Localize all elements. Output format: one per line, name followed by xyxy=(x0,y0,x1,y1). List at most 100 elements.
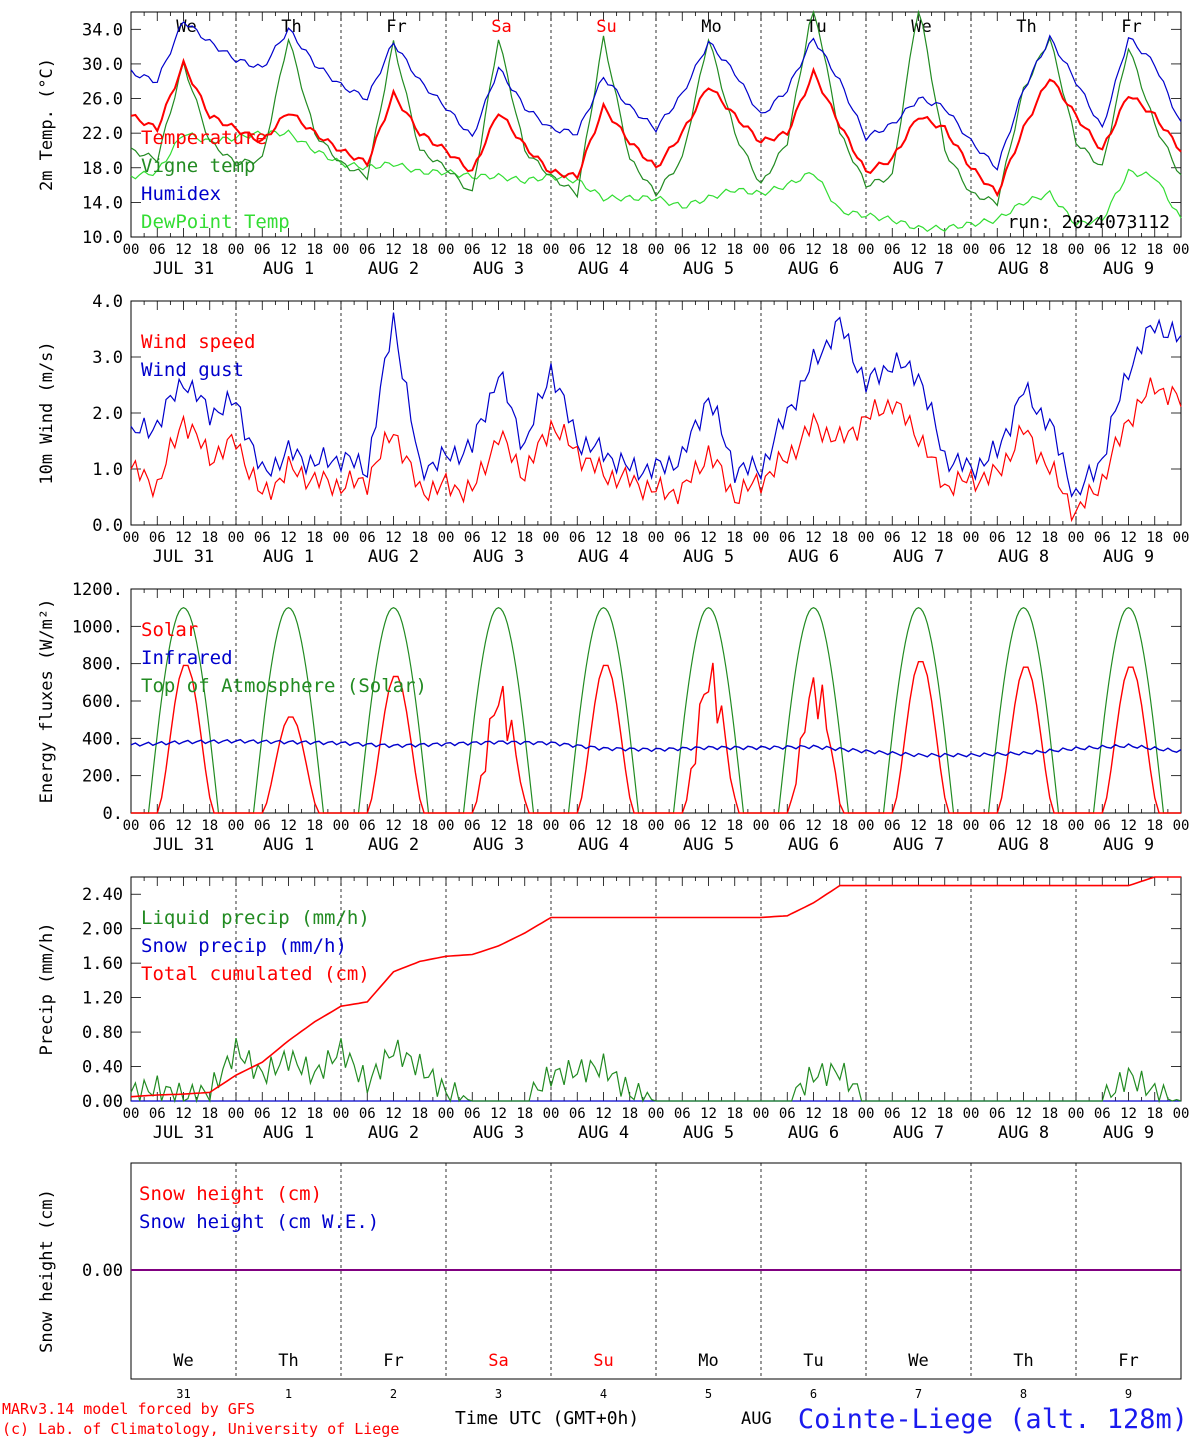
hour-label: 00 xyxy=(438,818,455,834)
day-name: We xyxy=(908,1351,928,1371)
hour-label: 00 xyxy=(648,530,665,546)
hour-label: 18 xyxy=(726,242,743,258)
hour-label: 18 xyxy=(1041,242,1058,258)
hour-label: 18 xyxy=(726,530,743,546)
hour-label: 06 xyxy=(464,530,481,546)
hour-label: 18 xyxy=(621,818,638,834)
hour-label: 00 xyxy=(228,818,245,834)
hour-label: 00 xyxy=(648,242,665,258)
y-tick-label: 400. xyxy=(82,729,123,749)
hour-label: 06 xyxy=(989,530,1006,546)
y-tick-label: 200. xyxy=(82,767,123,787)
y-tick-label: 22.0 xyxy=(82,124,123,144)
series-line-wind-gust xyxy=(130,312,1182,498)
hour-label: 12 xyxy=(805,818,822,834)
y-tick-label: 4.0 xyxy=(92,292,123,312)
y-tick-label: 3.0 xyxy=(92,348,123,368)
hour-label: 06 xyxy=(674,818,691,834)
day-label: AUG 1 xyxy=(263,259,314,279)
y-tick-label: 800. xyxy=(82,655,123,675)
day-label: AUG 8 xyxy=(998,1123,1049,1143)
hour-label: 00 xyxy=(228,242,245,258)
hour-label: 00 xyxy=(753,1106,770,1122)
day-label: AUG 6 xyxy=(788,547,839,567)
hour-label: 18 xyxy=(201,1106,218,1122)
hour-label: 12 xyxy=(805,530,822,546)
hour-label: 12 xyxy=(700,530,717,546)
hour-label: 12 xyxy=(280,1106,297,1122)
hour-label: 06 xyxy=(674,1106,691,1122)
hour-label: 00 xyxy=(1173,1106,1190,1122)
panel-2-frame xyxy=(130,588,1182,814)
day-name: Mo xyxy=(698,1351,718,1371)
hour-label: 18 xyxy=(201,242,218,258)
day-label: JUL 31 xyxy=(153,547,214,567)
day-name: Tu xyxy=(803,1351,823,1371)
day-label: AUG 7 xyxy=(893,1123,944,1143)
hour-label: 00 xyxy=(1173,242,1190,258)
day-label: AUG 9 xyxy=(1103,547,1154,567)
hour-label: 12 xyxy=(280,818,297,834)
day-label: AUG 2 xyxy=(368,835,419,855)
hour-label: 18 xyxy=(831,1106,848,1122)
hour-label: 06 xyxy=(149,530,166,546)
hour-label: 18 xyxy=(936,1106,953,1122)
hour-label: 06 xyxy=(884,1106,901,1122)
legend-entry: Vigne temp xyxy=(141,155,255,177)
hour-label: 00 xyxy=(858,530,875,546)
legend-entry: Snow precip (mm/h) xyxy=(141,935,347,957)
hour-label: 18 xyxy=(411,242,428,258)
hour-label: 18 xyxy=(411,818,428,834)
hour-label: 12 xyxy=(175,818,192,834)
hour-label: 00 xyxy=(753,530,770,546)
hour-label: 06 xyxy=(464,242,481,258)
hour-label: 00 xyxy=(543,818,560,834)
hour-label: 12 xyxy=(910,530,927,546)
date-number: 31 xyxy=(176,1387,190,1401)
hour-label: 18 xyxy=(306,818,323,834)
hour-label: 12 xyxy=(805,1106,822,1122)
hour-label: 18 xyxy=(516,818,533,834)
hour-label: 12 xyxy=(385,530,402,546)
hour-label: 12 xyxy=(490,530,507,546)
hour-label: 18 xyxy=(936,530,953,546)
hour-label: 00 xyxy=(858,818,875,834)
y-tick-label: 18.0 xyxy=(82,159,123,179)
hour-label: 12 xyxy=(385,242,402,258)
hour-label: 06 xyxy=(779,242,796,258)
series-line-wind-speed xyxy=(130,377,1182,523)
legend-entry: Temperature xyxy=(141,127,267,149)
hour-label: 18 xyxy=(201,818,218,834)
hour-label: 06 xyxy=(569,1106,586,1122)
hour-label: 00 xyxy=(963,818,980,834)
y-axis-label: Precip (mm/h) xyxy=(37,922,57,1055)
hour-label: 00 xyxy=(858,1106,875,1122)
hour-label: 18 xyxy=(1146,1106,1163,1122)
hour-label: 00 xyxy=(1068,530,1085,546)
copyright: (c) Lab. of Climatology, University of L… xyxy=(2,1420,399,1438)
y-tick-label: 34.0 xyxy=(82,20,123,40)
date-number: 5 xyxy=(705,1387,712,1401)
day-label: AUG 6 xyxy=(788,259,839,279)
hour-label: 18 xyxy=(726,818,743,834)
date-number: 6 xyxy=(810,1387,817,1401)
day-label: AUG 6 xyxy=(788,835,839,855)
hour-label: 06 xyxy=(1094,818,1111,834)
hour-label: 06 xyxy=(569,818,586,834)
hour-label: 18 xyxy=(1146,530,1163,546)
hour-label: 12 xyxy=(1120,530,1137,546)
hour-label: 00 xyxy=(543,530,560,546)
hour-label: 06 xyxy=(149,242,166,258)
hour-label: 12 xyxy=(1015,818,1032,834)
day-label: AUG 4 xyxy=(578,1123,629,1143)
model-credit: MARv3.14 model forced by GFS xyxy=(2,1400,255,1418)
hour-label: 18 xyxy=(411,530,428,546)
hour-label: 12 xyxy=(595,530,612,546)
hour-label: 00 xyxy=(1173,530,1190,546)
day-label: JUL 31 xyxy=(153,835,214,855)
station-name: Cointe-Liege (alt. 128m) xyxy=(798,1404,1188,1435)
day-name: We xyxy=(173,1351,193,1371)
hour-label: 06 xyxy=(359,1106,376,1122)
day-label: AUG 9 xyxy=(1103,835,1154,855)
hour-label: 00 xyxy=(1068,818,1085,834)
